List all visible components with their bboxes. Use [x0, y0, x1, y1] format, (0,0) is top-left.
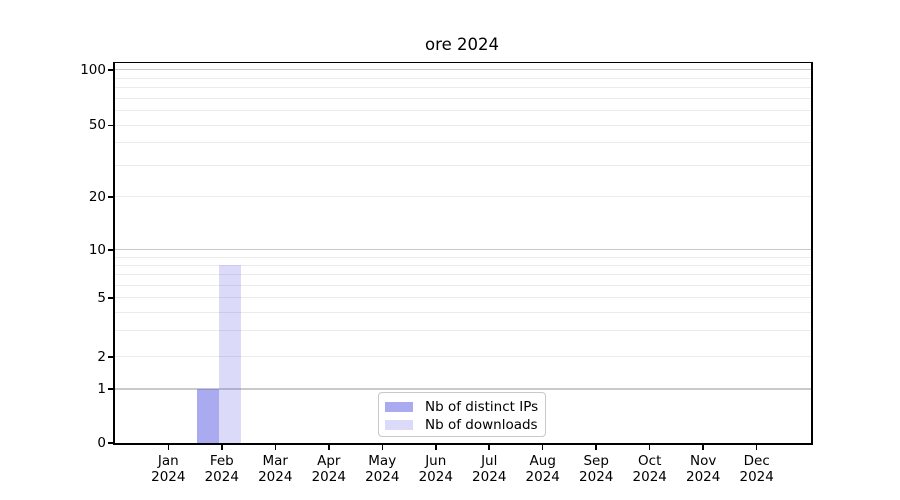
y-tick [108, 69, 114, 71]
x-tick [435, 444, 437, 450]
x-tick [541, 444, 544, 450]
y-gridline-minor [115, 124, 812, 126]
y-tick-label: 0 [97, 435, 106, 452]
x-tick-label: Jun 2024 [418, 452, 453, 485]
plot-border-bottom [113, 443, 813, 445]
y-gridline-major [115, 388, 812, 390]
y-tick-label: 50 [88, 117, 106, 134]
y-tick [108, 297, 114, 299]
x-tick [648, 444, 651, 450]
x-tick-label: May 2024 [365, 452, 400, 485]
y-gridline-minor [115, 196, 812, 198]
bar-distinct-ips [197, 389, 220, 444]
x-tick-label: Dec 2024 [739, 452, 774, 485]
y-gridline-minor [115, 311, 812, 313]
plot-border-right [811, 61, 813, 445]
y-gridline-minor [115, 87, 812, 89]
y-tick-label: 1 [97, 381, 106, 397]
y-gridline-minor [115, 256, 812, 258]
y-tick [108, 442, 114, 444]
x-tick [381, 444, 383, 450]
x-tick [221, 444, 223, 450]
y-gridline-minor [115, 264, 812, 266]
legend-label-downloads: Nb of downloads [425, 416, 538, 433]
x-tick-label: Aug 2024 [525, 452, 560, 485]
y-gridline-minor [115, 164, 812, 166]
y-tick [108, 249, 114, 251]
legend-swatch-distinct-ips [385, 401, 413, 412]
y-gridline-minor [115, 297, 812, 299]
y-tick-label: 10 [88, 241, 106, 258]
x-tick [167, 444, 170, 450]
y-tick-label: 20 [88, 188, 106, 205]
y-gridline-major [115, 249, 812, 251]
x-tick-label: Jan 2024 [151, 452, 186, 485]
y-tick [108, 356, 114, 358]
bar-downloads [219, 265, 242, 444]
plot-border-left [113, 61, 115, 445]
x-tick-label: Feb 2024 [204, 452, 239, 485]
x-tick [755, 444, 758, 450]
x-tick [595, 444, 597, 450]
y-gridline-minor [115, 273, 812, 276]
legend-label-distinct-ips: Nb of distinct IPs [425, 398, 539, 415]
y-gridline-major [115, 69, 812, 71]
y-gridline-minor [115, 97, 812, 99]
y-gridline-minor [115, 284, 812, 286]
y-gridline-minor [115, 77, 812, 79]
x-tick-label: Oct 2024 [632, 452, 667, 485]
x-tick-label: Apr 2024 [311, 452, 346, 485]
y-tick-label: 2 [97, 348, 106, 365]
legend-item-downloads: Nb of downloads [385, 416, 541, 434]
y-gridline-minor [115, 330, 812, 332]
legend-swatch-downloads [385, 419, 413, 430]
plot-border-top [113, 61, 813, 64]
y-tick-label: 5 [97, 289, 106, 306]
legend: Nb of distinct IPs Nb of downloads [378, 391, 546, 437]
x-tick-label: Sep 2024 [579, 452, 614, 485]
y-gridline-minor [115, 110, 812, 112]
x-tick-label: Nov 2024 [686, 452, 721, 485]
legend-item-distinct-ips: Nb of distinct IPs [385, 398, 541, 416]
y-gridline-minor [115, 142, 812, 144]
y-gridline-minor [115, 356, 812, 358]
x-tick [702, 444, 704, 450]
x-tick-label: Jul 2024 [472, 452, 507, 485]
y-tick [108, 388, 114, 390]
x-tick-label: Mar 2024 [258, 452, 293, 485]
x-tick [274, 444, 277, 450]
x-tick [328, 444, 330, 450]
y-tick-label: 100 [80, 61, 106, 78]
y-tick [108, 124, 114, 127]
x-tick [488, 444, 490, 450]
chart-title: ore 2024 [425, 35, 499, 54]
y-tick [108, 196, 114, 198]
